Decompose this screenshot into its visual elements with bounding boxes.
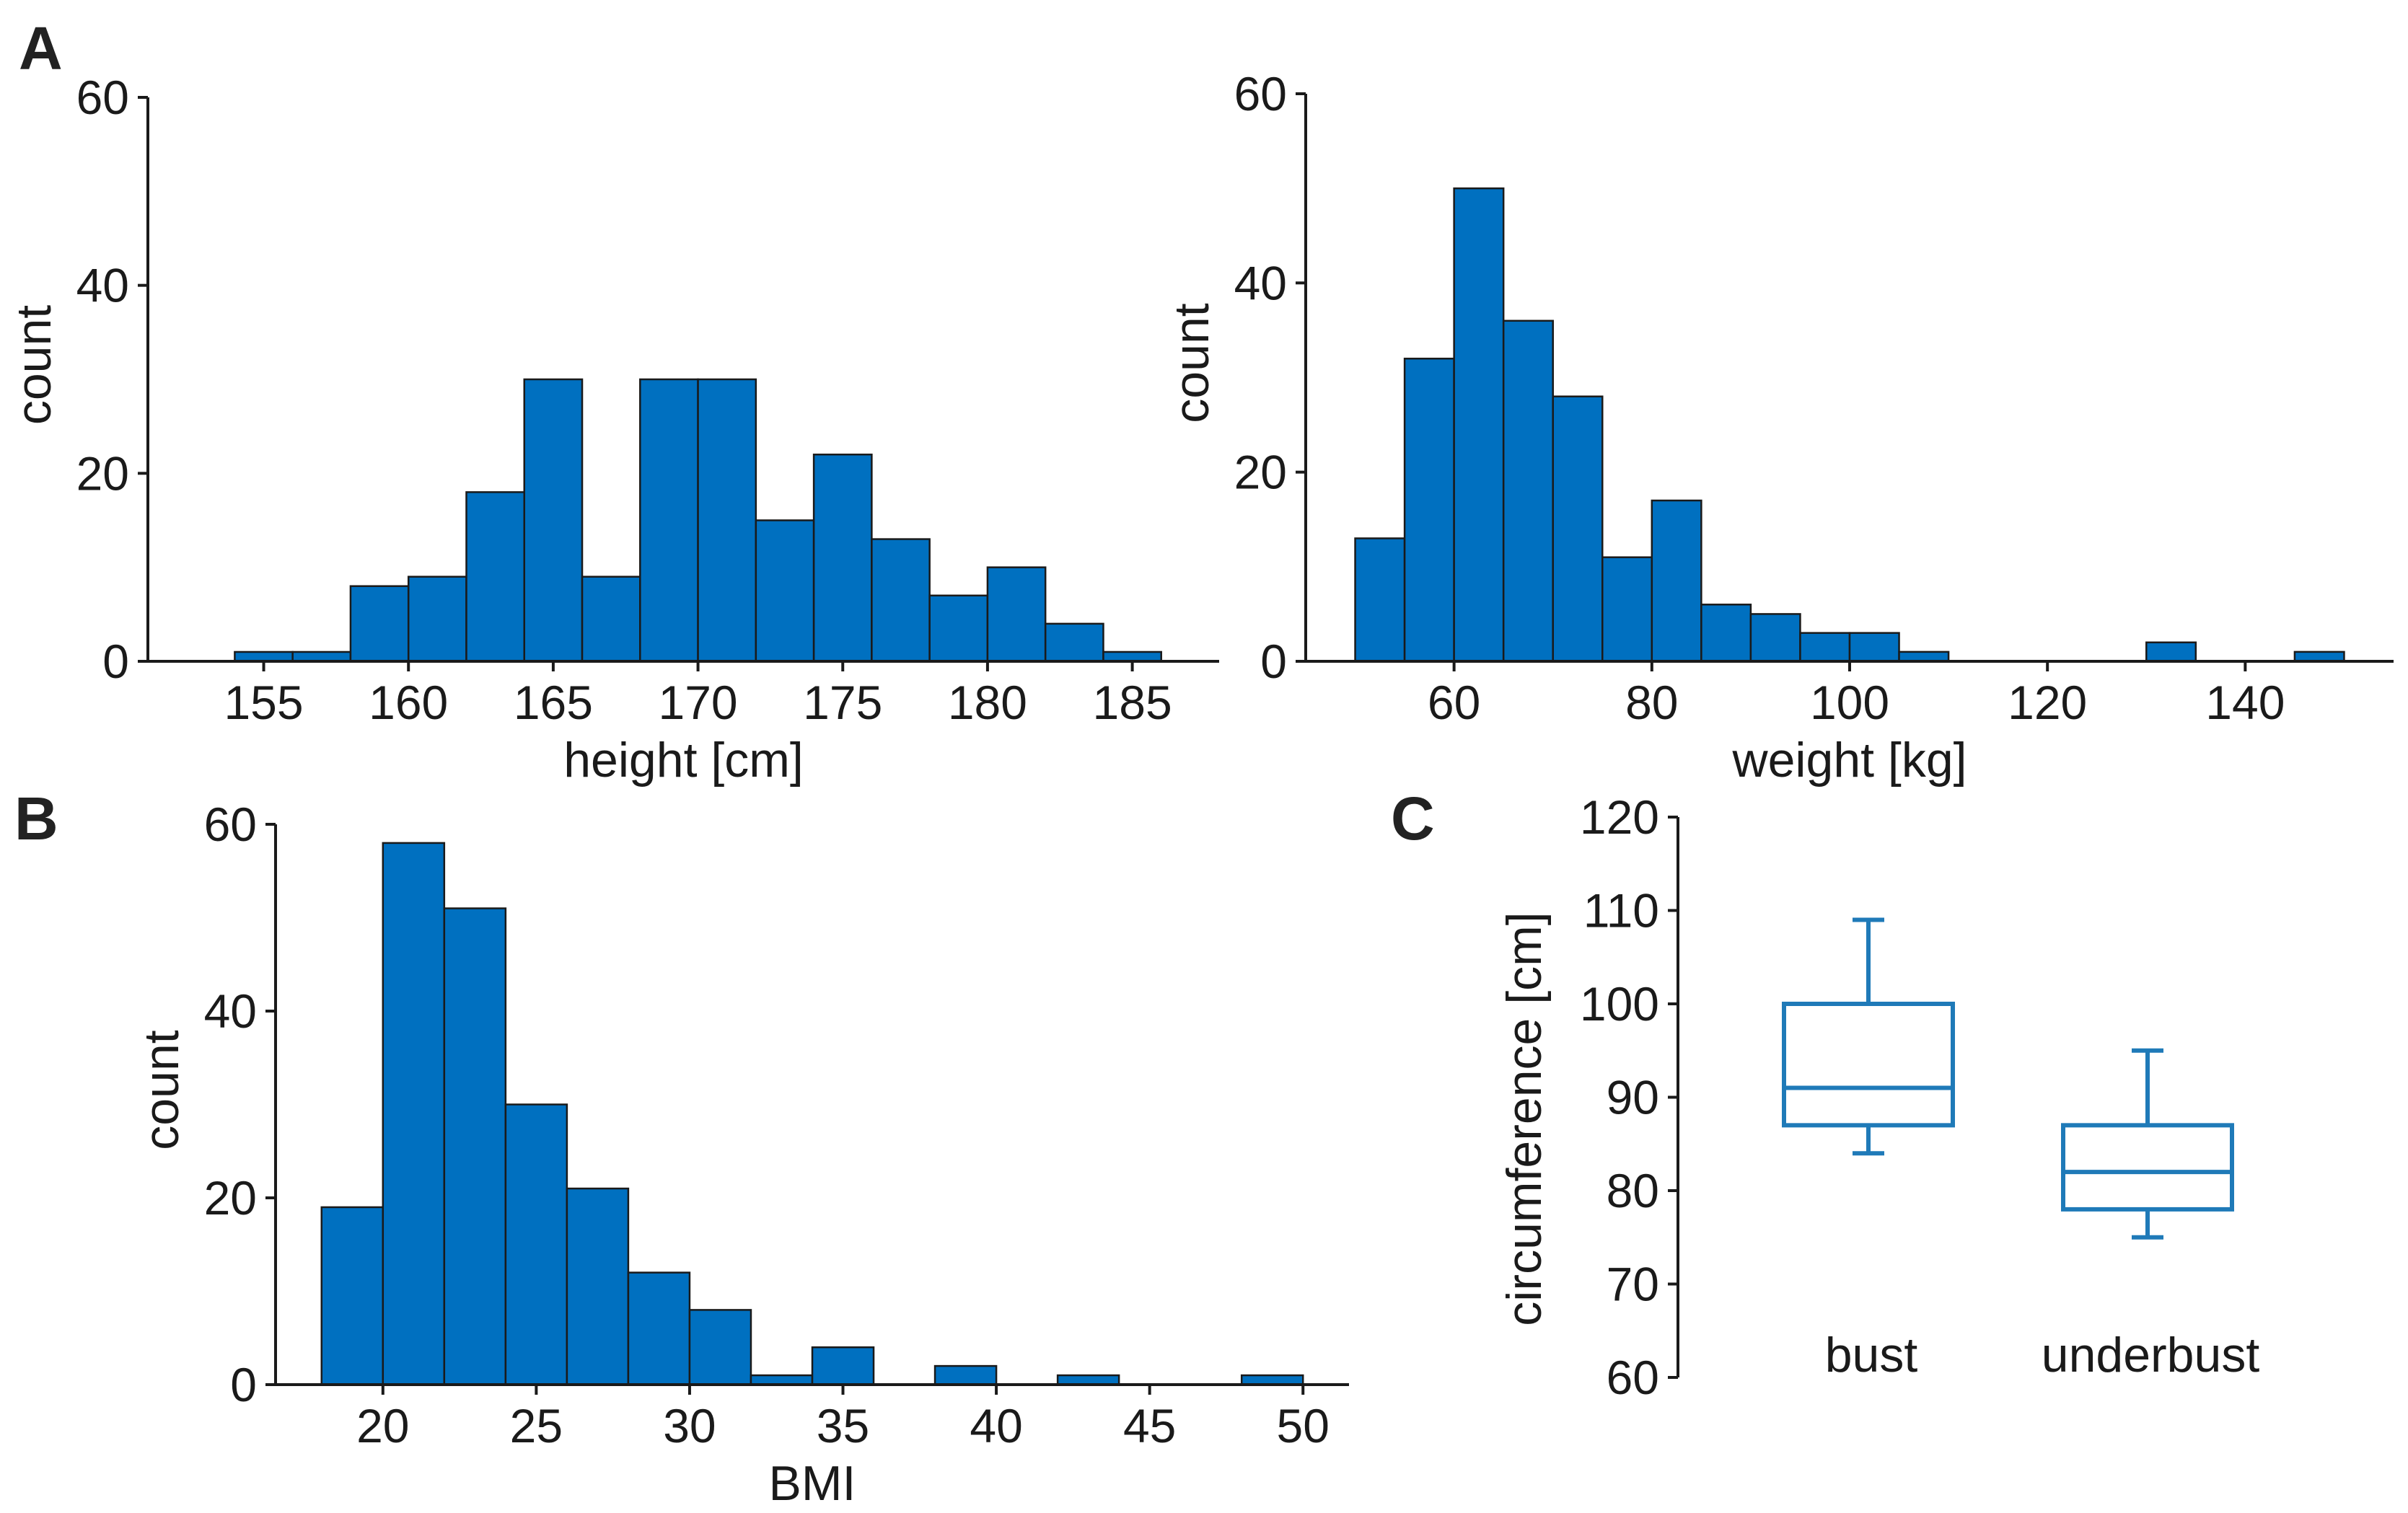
panel-label-a: A xyxy=(19,14,63,82)
y-tick-label: 60 xyxy=(1607,1351,1659,1404)
histogram-bar xyxy=(2145,641,2197,663)
y-tick-label: 40 xyxy=(1234,256,1287,309)
histogram-bar xyxy=(627,1271,691,1386)
x-tick-label: 140 xyxy=(2205,676,2285,729)
y-tick-label: 0 xyxy=(102,635,129,688)
y-tick-label: 0 xyxy=(230,1358,257,1411)
y-tick-label: 60 xyxy=(76,71,129,124)
histogram-bar xyxy=(1403,358,1455,663)
histogram-bar xyxy=(407,575,467,663)
panel-label-c: C xyxy=(1391,785,1435,852)
y-tick-label: 60 xyxy=(1234,67,1287,120)
y-tick-label: 90 xyxy=(1607,1071,1659,1124)
x-tick-label: 30 xyxy=(663,1399,716,1452)
histogram-bar xyxy=(1044,622,1104,663)
x-tick-label: 160 xyxy=(369,676,448,729)
x-tick-label: 80 xyxy=(1625,676,1678,729)
histogram-bar xyxy=(1502,319,1554,663)
x-tick-label: 20 xyxy=(356,1399,409,1452)
histogram-bar xyxy=(1354,537,1406,663)
y-axis-title: count xyxy=(1164,303,1219,423)
circumference-boxplot: 60 70 80 90 100 110 120 bust underbust circumfere… xyxy=(1497,790,2259,1404)
y-tick-label: 20 xyxy=(1234,446,1287,499)
panel-label-b: B xyxy=(14,785,58,852)
x-axis-title: height [cm] xyxy=(563,733,804,788)
histogram-bar xyxy=(688,1309,752,1386)
x-tick-label: 155 xyxy=(224,676,303,729)
y-axis-title: count xyxy=(134,1030,189,1150)
height-histogram: 0 20 40 60 155 160 165 170 175 180 185 height [cm] c… xyxy=(6,71,1219,788)
box-iqr xyxy=(1782,1002,1955,1128)
histogram-bar xyxy=(697,378,757,663)
histogram-bar xyxy=(320,1206,385,1386)
x-tick-label: 170 xyxy=(659,676,738,729)
y-tick-label: 70 xyxy=(1607,1258,1659,1311)
x-tick-label: 35 xyxy=(817,1399,869,1452)
histogram-bar xyxy=(1601,556,1653,663)
y-axis-title: count xyxy=(6,305,61,425)
x-tick-label: 120 xyxy=(2008,676,2087,729)
x-tick-label: 45 xyxy=(1123,1399,1176,1452)
x-tick-label: 175 xyxy=(803,676,882,729)
x-tick-label: 50 xyxy=(1277,1399,1330,1452)
histogram-bar xyxy=(504,1103,568,1386)
box-iqr xyxy=(2061,1123,2234,1212)
y-tick-label: 80 xyxy=(1607,1164,1659,1217)
histogram-bar xyxy=(812,454,873,663)
histogram-bar xyxy=(871,538,931,663)
y-tick-label: 110 xyxy=(1583,884,1659,938)
histogram-bar xyxy=(581,575,641,663)
histogram-bar xyxy=(566,1187,630,1386)
x-tick-label: 185 xyxy=(1093,676,1172,729)
bmi-histogram: 0 20 40 60 20 25 30 35 40 45 50 BMI count xyxy=(134,798,1349,1511)
weight-histogram: 0 20 40 60 60 80 100 120 140 weight [kg] count xyxy=(1164,67,2394,788)
histogram-bar xyxy=(928,594,989,663)
histogram-bar xyxy=(443,907,507,1386)
x-axis-title: weight [kg] xyxy=(1731,733,1967,788)
y-tick-label: 40 xyxy=(204,984,257,1038)
y-axis-title: circumference [cm] xyxy=(1497,912,1552,1325)
y-tick-label: 100 xyxy=(1580,977,1659,1031)
x-tick-label: 180 xyxy=(948,676,1027,729)
y-tick-label: 20 xyxy=(204,1171,257,1225)
histogram-bar xyxy=(1700,604,1752,663)
x-tick-label: 25 xyxy=(510,1399,563,1452)
histogram-bar xyxy=(523,378,584,663)
x-axis-title: BMI xyxy=(769,1456,856,1511)
histogram-bar xyxy=(811,1346,875,1386)
histogram-bar xyxy=(1651,499,1702,663)
histogram-bar xyxy=(1749,613,1801,663)
histogram-bar xyxy=(986,566,1047,663)
x-tick-label: 60 xyxy=(1428,676,1480,729)
histogram-bar xyxy=(382,842,446,1386)
y-tick-label: 0 xyxy=(1260,635,1287,688)
y-tick-label: 60 xyxy=(204,798,257,851)
histogram-bar xyxy=(1552,395,1604,663)
box-category-label: underbust xyxy=(2042,1328,2260,1382)
box-category-label: bust xyxy=(1825,1328,1918,1382)
x-tick-label: 40 xyxy=(970,1399,1022,1452)
histogram-bar xyxy=(755,519,815,663)
histogram-bar xyxy=(465,491,526,663)
x-tick-label: 100 xyxy=(1810,676,1889,729)
y-tick-label: 40 xyxy=(76,259,129,312)
histogram-bar xyxy=(933,1364,998,1386)
histogram-bar xyxy=(1848,632,1900,663)
histogram-bar xyxy=(1799,632,1851,663)
y-tick-label: 120 xyxy=(1580,790,1659,844)
histogram-bar xyxy=(639,378,699,663)
histogram-bar xyxy=(1453,187,1505,663)
y-tick-label: 20 xyxy=(76,446,129,500)
x-tick-label: 165 xyxy=(514,676,593,729)
histogram-bar xyxy=(349,585,410,663)
